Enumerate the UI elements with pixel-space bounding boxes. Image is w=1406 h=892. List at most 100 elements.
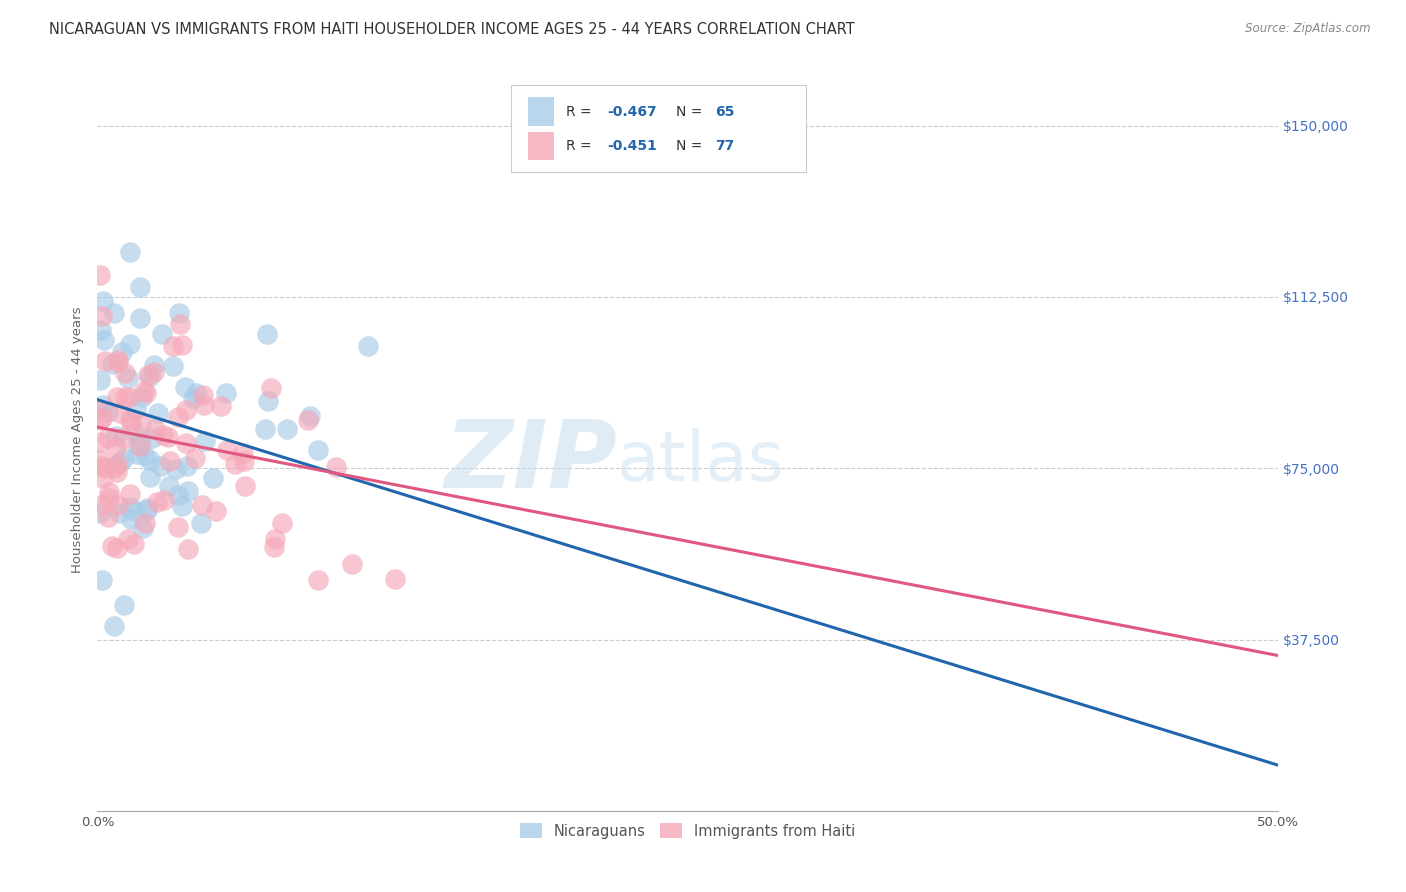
Point (118, 337, 141, 351)
Point (98, 485, 121, 500)
Point (94, 461, 117, 475)
Point (270, 516, 292, 530)
Point (177, 483, 200, 498)
Point (134, 450, 156, 464)
Point (139, 469, 162, 483)
Point (110, 406, 132, 420)
Point (146, 495, 169, 509)
Point (107, 355, 129, 369)
Point (122, 537, 145, 551)
Point (131, 390, 153, 404)
Point (135, 503, 157, 517)
Point (307, 442, 329, 457)
Point (124, 504, 146, 518)
Point (114, 367, 136, 381)
Point (120, 500, 142, 514)
Bar (529, 132, 554, 160)
Point (167, 306, 190, 320)
Point (105, 457, 128, 471)
Text: -0.467: -0.467 (607, 104, 657, 119)
Point (117, 371, 139, 385)
Point (135, 500, 157, 515)
Point (107, 353, 129, 368)
Point (136, 368, 159, 382)
Point (152, 427, 174, 442)
Point (129, 280, 152, 294)
Point (169, 317, 191, 331)
Point (259, 381, 281, 395)
Point (191, 498, 214, 512)
Legend: Nicaraguans, Immigrants from Haiti: Nicaraguans, Immigrants from Haiti (515, 817, 860, 845)
Point (205, 504, 228, 518)
Point (105, 390, 128, 404)
Point (114, 390, 136, 404)
Point (139, 368, 162, 383)
Point (146, 406, 169, 420)
Point (152, 327, 174, 342)
Point (167, 488, 190, 502)
Point (117, 533, 139, 547)
Point (307, 573, 329, 587)
Point (101, 539, 124, 553)
Point (107, 499, 129, 513)
Point (110, 455, 132, 469)
Point (118, 412, 141, 426)
Point (357, 339, 380, 353)
Point (97, 491, 120, 506)
Point (91, 573, 114, 587)
Point (184, 385, 207, 400)
Point (156, 430, 179, 444)
Point (162, 339, 184, 353)
Point (233, 479, 256, 493)
Point (215, 386, 238, 401)
Text: R =: R = (567, 139, 596, 153)
Point (91, 471, 114, 485)
Text: N =: N = (676, 139, 707, 153)
Point (129, 434, 152, 449)
Point (91, 310, 114, 324)
Point (217, 442, 239, 457)
Point (174, 380, 197, 394)
Point (124, 426, 146, 441)
Point (170, 500, 193, 514)
Point (129, 417, 152, 432)
Point (104, 460, 127, 475)
Point (125, 401, 148, 416)
Point (194, 434, 217, 448)
Point (141, 431, 163, 445)
Point (97, 431, 120, 445)
Point (129, 311, 152, 326)
Point (94, 354, 117, 368)
Point (105, 541, 128, 556)
Point (103, 306, 125, 320)
Y-axis label: Householder Income Ages 25 - 44 years: Householder Income Ages 25 - 44 years (72, 307, 84, 573)
Point (108, 506, 131, 520)
Point (167, 520, 190, 534)
Point (298, 409, 321, 423)
Point (105, 466, 128, 480)
Text: NICARAGUAN VS IMMIGRANTS FROM HAITI HOUSEHOLDER INCOME AGES 25 - 44 YEARS CORREL: NICARAGUAN VS IMMIGRANTS FROM HAITI HOUS… (49, 22, 855, 37)
Point (89, 373, 111, 387)
Point (256, 393, 278, 408)
Point (297, 413, 319, 427)
Point (120, 416, 142, 430)
Point (103, 619, 125, 633)
Text: ZIP: ZIP (444, 416, 617, 508)
Point (190, 516, 212, 530)
Point (104, 429, 127, 443)
Point (150, 458, 173, 473)
Point (112, 451, 135, 466)
Point (193, 388, 215, 402)
FancyBboxPatch shape (510, 85, 806, 172)
Point (254, 422, 277, 436)
Point (181, 391, 204, 405)
Point (93, 333, 115, 347)
Point (89, 413, 111, 427)
Point (174, 436, 197, 450)
Point (209, 399, 232, 413)
Point (143, 422, 166, 436)
Point (129, 440, 152, 454)
Text: N =: N = (676, 104, 707, 119)
Point (118, 390, 141, 404)
Point (89, 434, 111, 449)
